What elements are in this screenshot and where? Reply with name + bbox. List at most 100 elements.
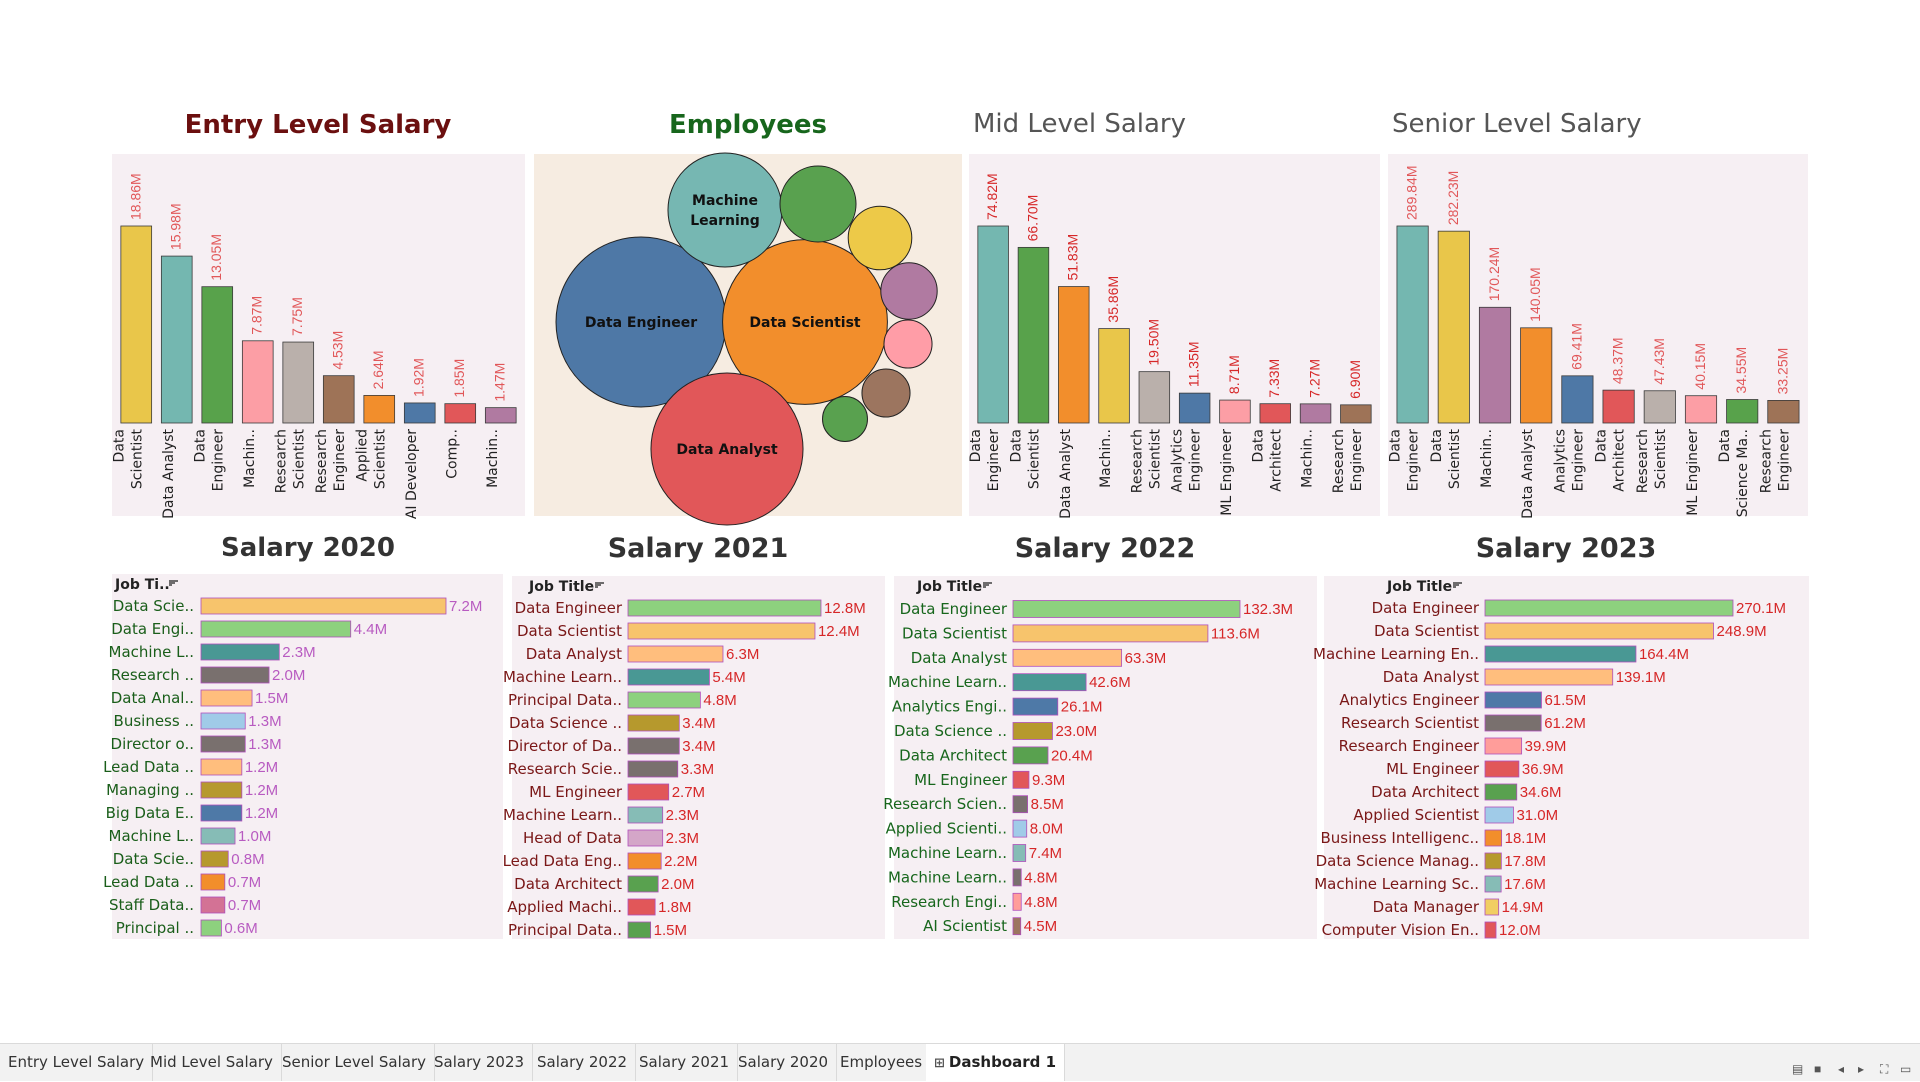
senior-level-title: Senior Level Salary — [1392, 109, 1642, 139]
entry-data-label: 7.87M — [249, 296, 265, 335]
mid-bar — [1340, 404, 1372, 424]
mid-category-label: Architect — [1268, 428, 1284, 491]
salary-2023-panel: Job Title Data Engineer 270.1M Data Scienti… — [1313, 576, 1809, 939]
s2020-bar — [200, 919, 222, 937]
salary-2020-panel: Job Ti.. Data Scie.. 7.2M Data Engi.. 4.4M Ma… — [103, 574, 503, 939]
s2021-data-label: 2.3M — [666, 830, 699, 847]
mid-bar — [1299, 403, 1332, 424]
senior-category-label: Architect — [1612, 428, 1628, 491]
s2023-data-label: 36.9M — [1522, 761, 1564, 778]
mid-category-label: Scientist — [1026, 428, 1042, 489]
dashboard-grid-icon: ⊞ — [934, 1056, 945, 1071]
next-icon[interactable]: ▸ — [1858, 1062, 1865, 1076]
s2021-category-label: Data Engineer — [515, 599, 623, 617]
s2021-data-label: 6.3M — [726, 646, 759, 663]
tab-salary-2023[interactable]: Salary 2023 — [426, 1044, 534, 1081]
s2022-category-label: Data Engineer — [900, 600, 1008, 618]
prev-icon[interactable]: ◂ — [1838, 1062, 1845, 1076]
s2022-bar — [1012, 844, 1027, 862]
s2023-category-label: Data Scientist — [1374, 622, 1479, 640]
senior-data-label: 34.55M — [1733, 347, 1749, 394]
tab-salary-2020[interactable]: Salary 2020 — [730, 1044, 838, 1081]
s2023-bar — [1484, 691, 1542, 709]
s2021-column-header: Job Title — [528, 579, 594, 595]
s2020-bar — [200, 758, 243, 776]
senior-bar — [1396, 225, 1429, 424]
tab-senior-level-salary[interactable]: Senior Level Salary — [274, 1044, 436, 1081]
employees-bubble — [847, 205, 913, 271]
s2023-bar — [1484, 921, 1497, 939]
presentation-icon[interactable]: ▤ — [1792, 1062, 1804, 1076]
tab-dashboard-1[interactable]: ⊞ Dashboard 1 — [926, 1044, 1066, 1081]
s2020-data-label: 1.3M — [248, 713, 281, 730]
senior-data-label: 40.15M — [1692, 343, 1708, 390]
senior-bar — [1684, 395, 1718, 424]
s2022-bar — [1012, 868, 1022, 887]
entry-category-label: Research — [273, 429, 289, 493]
s2022-data-label: 23.0M — [1055, 723, 1097, 740]
tab-salary-2022[interactable]: Salary 2022 — [529, 1044, 637, 1081]
s2021-data-label: 2.0M — [661, 876, 694, 893]
senior-category-label: Science Ma.. — [1735, 429, 1751, 517]
tab-salary-2021[interactable]: Salary 2021 — [631, 1044, 739, 1081]
s2021-data-label: 4.8M — [703, 692, 736, 709]
s2023-category-label: Analytics Engineer — [1339, 691, 1480, 709]
mid-data-label: 66.70M — [1024, 195, 1040, 242]
s2021-category-label: ML Engineer — [529, 783, 623, 801]
mid-category-label: Analytics — [1170, 429, 1186, 493]
salary-2022-panel: Job Title Data Engineer 132.3M Data Scienti… — [883, 576, 1317, 939]
mid-category-label: ML Engineer — [1219, 429, 1235, 516]
entry-data-label: 18.86M — [127, 173, 143, 220]
salary-2022-chart: Job Title Data Engineer 132.3M Data Scienti… — [883, 579, 1293, 935]
mid-category-label: Research — [1129, 429, 1145, 493]
pause-icon[interactable]: ■ — [1814, 1062, 1822, 1076]
s2023-category-label: Data Science Manag.. — [1316, 852, 1479, 870]
salary-2020-title: Salary 2020 — [221, 533, 395, 563]
employees-title: Employees — [669, 110, 827, 140]
mid-category-label: Scientist — [1147, 428, 1163, 489]
s2022-data-label: 8.0M — [1030, 821, 1063, 838]
senior-data-label: 289.84M — [1404, 166, 1420, 220]
s2022-data-label: 20.4M — [1051, 747, 1093, 764]
senior-data-label: 69.41M — [1568, 323, 1584, 370]
mid-data-label: 74.82M — [984, 173, 1000, 220]
s2022-category-label: Machine Learn.. — [888, 844, 1007, 862]
senior-category-label: Engineer — [1570, 429, 1586, 492]
senior-data-label: 48.37M — [1610, 337, 1626, 384]
s2021-bar — [627, 852, 662, 870]
s2023-category-label: Data Architect — [1371, 783, 1479, 801]
s2020-bar — [200, 712, 246, 730]
tab-employees[interactable]: Employees — [832, 1044, 932, 1081]
employees-bubble — [883, 319, 933, 369]
entry-bar — [484, 407, 517, 424]
s2022-data-label: 26.1M — [1061, 699, 1103, 716]
mid-bar — [1138, 371, 1171, 424]
employees-bubble — [779, 165, 857, 243]
entry-category-label: Comp.. — [444, 429, 460, 479]
s2020-category-label: Data Scie.. — [113, 597, 194, 615]
s2021-data-label: 3.4M — [682, 738, 715, 755]
s2021-bar — [627, 806, 664, 824]
fullscreen-icon[interactable]: ⛶ — [1880, 1062, 1889, 1076]
s2020-bar — [200, 666, 270, 684]
s2023-bar — [1484, 829, 1503, 847]
employees-bubble — [667, 152, 783, 268]
s2023-data-label: 12.0M — [1499, 922, 1541, 939]
s2021-category-label: Head of Data — [523, 829, 622, 847]
s2023-category-label: Applied Scientist — [1353, 806, 1479, 824]
tab-mid-level-salary[interactable]: Mid Level Salary — [142, 1044, 282, 1081]
s2021-bar — [627, 691, 701, 709]
s2020-data-label: 1.3M — [248, 736, 281, 753]
entry-category-label: Scientist — [372, 428, 388, 489]
senior-bar — [1561, 375, 1594, 424]
tab-entry-level-salary[interactable]: Entry Level Salary — [0, 1044, 154, 1081]
entry-data-label: 1.85M — [451, 359, 467, 398]
s2022-category-label: Analytics Engi.. — [892, 698, 1007, 716]
s2021-category-label: Principal Data.. — [508, 691, 622, 709]
s2021-data-label: 1.8M — [658, 899, 691, 916]
entry-category-label: Data — [192, 429, 208, 462]
s2022-data-label: 8.5M — [1031, 796, 1064, 813]
device-icon[interactable]: ▭ — [1900, 1062, 1912, 1076]
mid-bar — [1098, 328, 1130, 424]
